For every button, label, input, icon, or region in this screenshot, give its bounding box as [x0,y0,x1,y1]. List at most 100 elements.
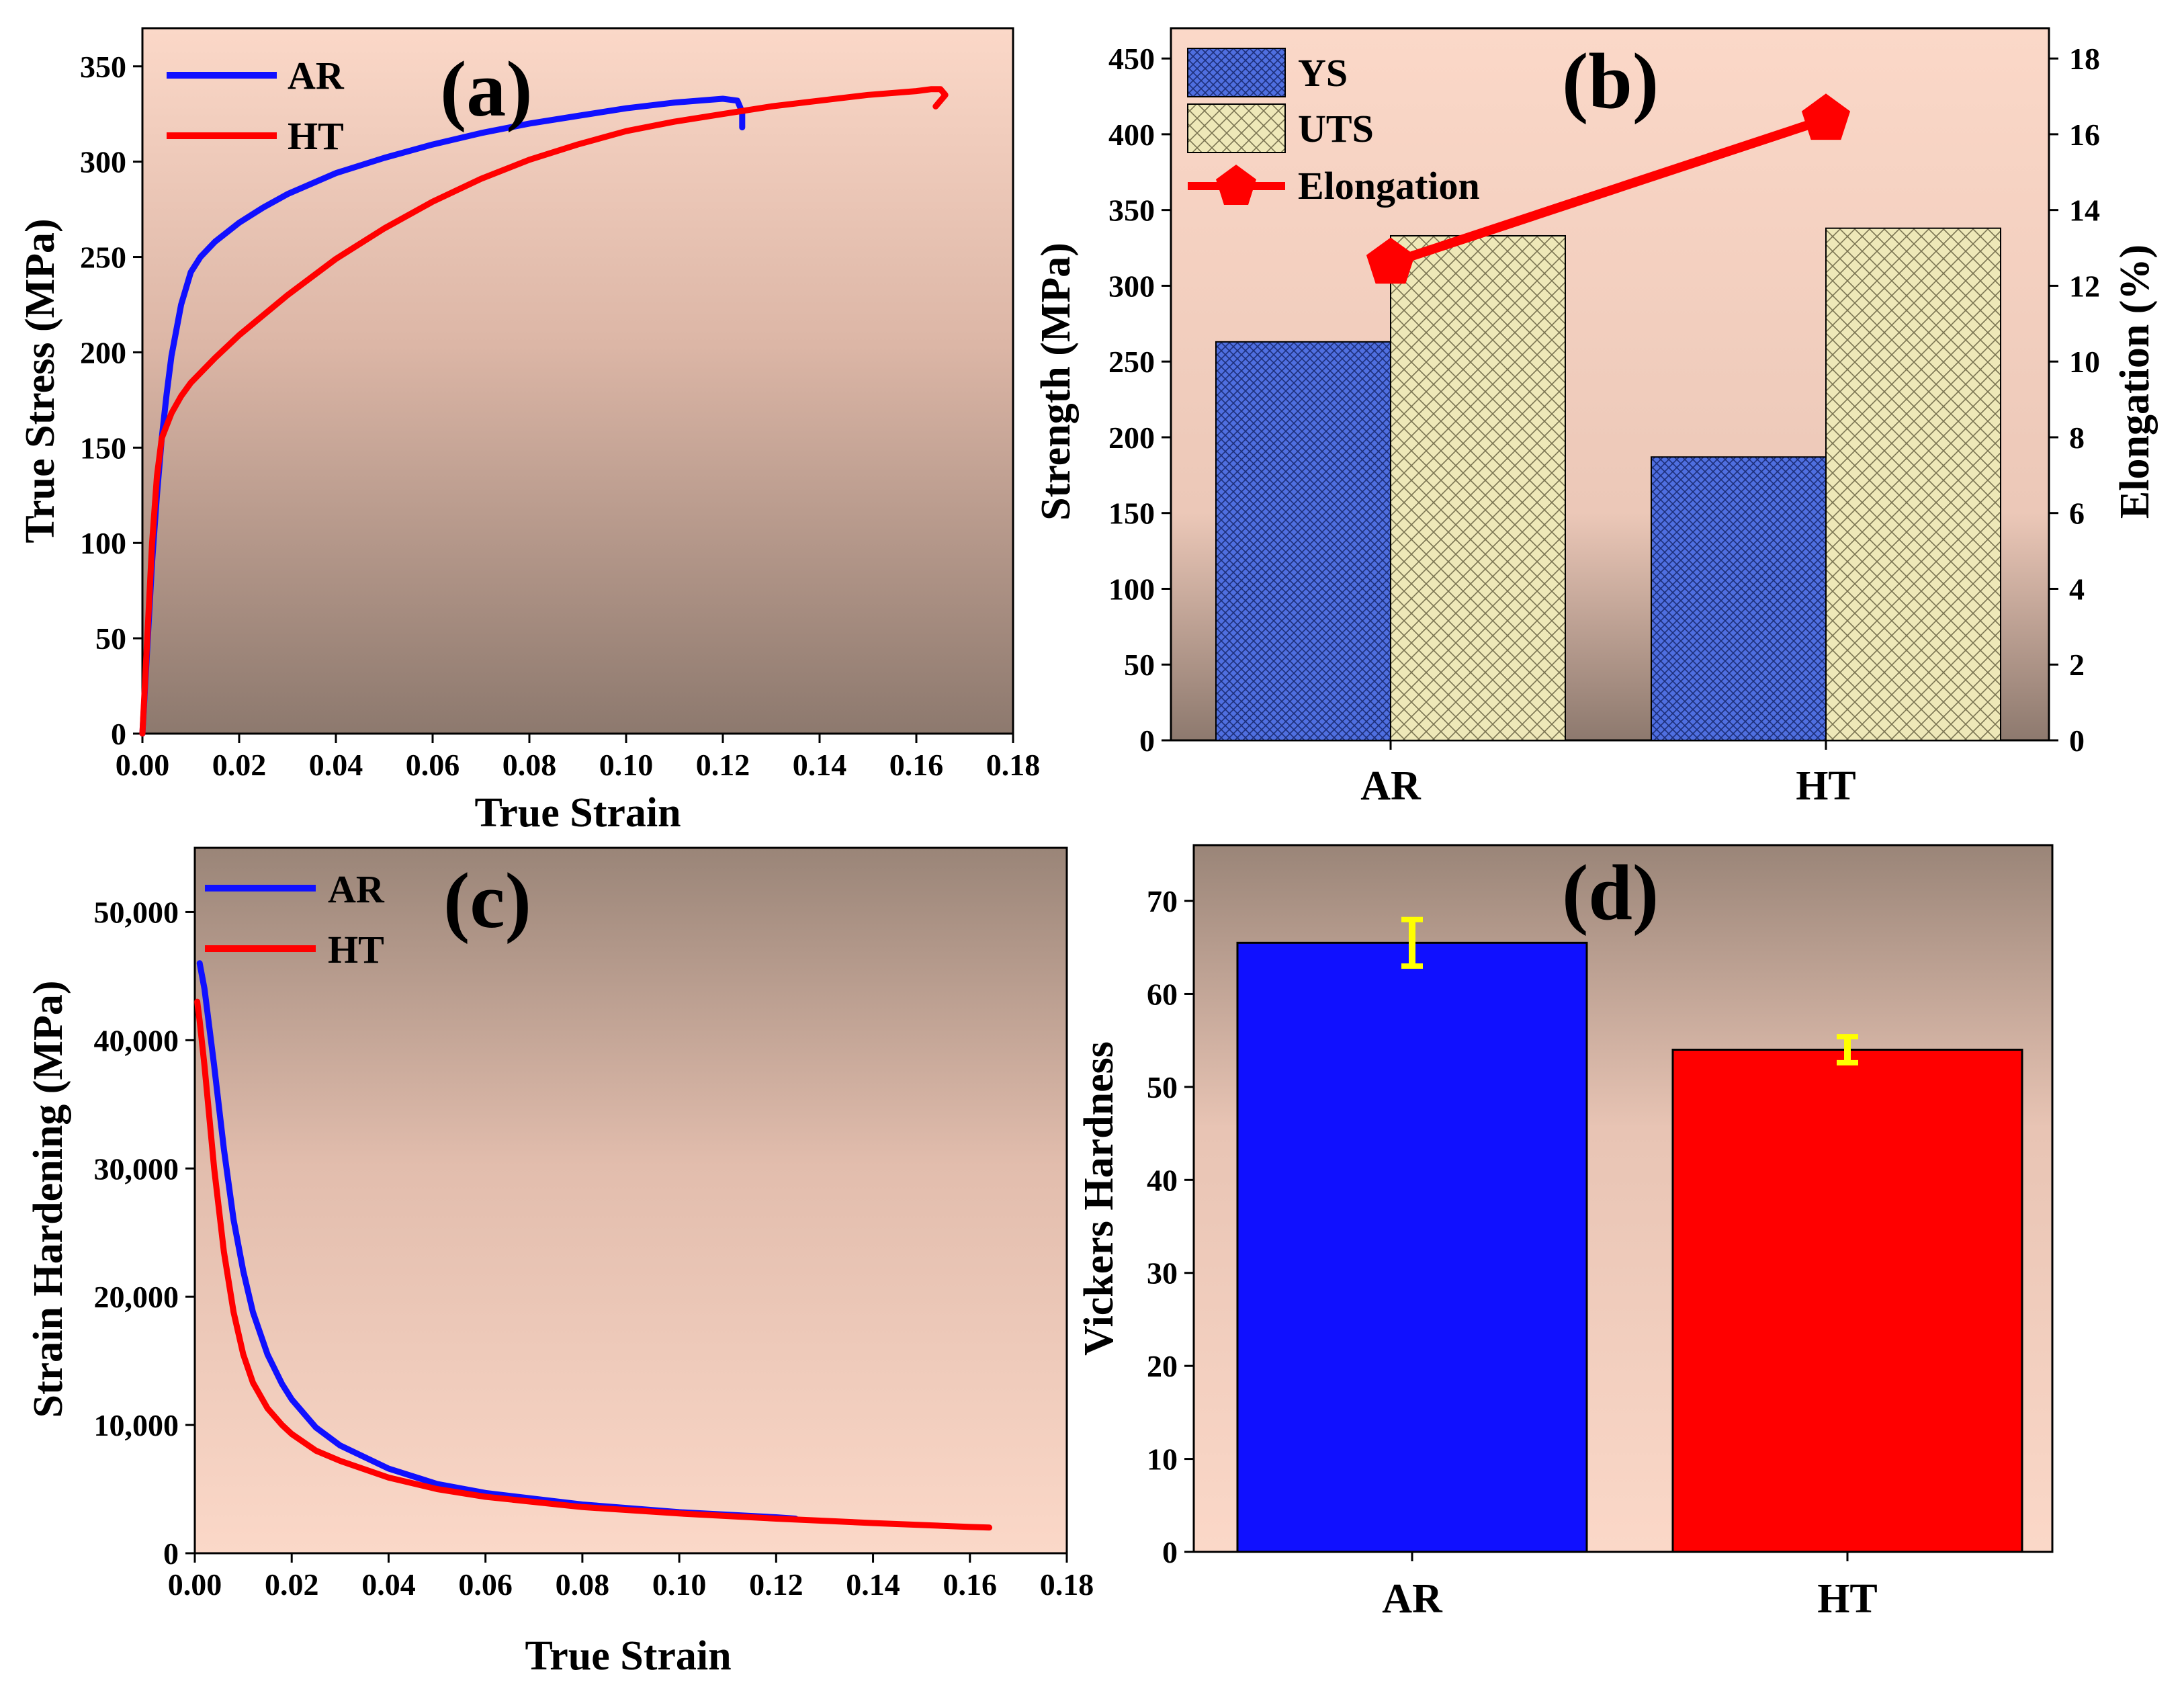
x-tick-label: 0.16 [889,748,944,782]
panel-c-label: (c) [443,857,531,945]
y-tick-label: 0 [1139,724,1155,758]
panel-a-axes: 0.00 0.02 0.04 0.06 0.08 0.10 0.12 0.14 0.16 0.18… [80,50,1040,782]
y-tick-label: 350 [80,50,126,84]
x-tick-label: 0.10 [599,748,654,782]
bar-uts-ht [1825,227,2001,741]
y-tick-label: 50 [1124,648,1155,682]
x-tick-label: 0.08 [503,748,557,782]
x-tick-label: 0.14 [793,748,847,782]
y2-tick-label: 0 [2069,724,2085,758]
y-tick-label: 30 [1147,1256,1178,1291]
x-tick-label: 0.18 [1040,1567,1094,1602]
y-tick-label: 200 [1108,421,1155,455]
panel-c-series [194,960,993,1531]
y-tick-label: 300 [80,145,126,179]
y-tick-label: 30,000 [94,1151,179,1186]
legend-label-elongation: Elongation [1298,164,1480,208]
y-tick-label: 50 [95,621,126,656]
y-tick-label: 40 [1147,1163,1178,1197]
y-tick-label: 10 [1147,1442,1178,1477]
elongation-marker-ht [1801,93,1851,140]
x-category-label: HT [1817,1576,1878,1622]
y-tick-label: 50 [1147,1070,1178,1104]
elongation-line [1389,114,1828,268]
y2-tick-label: 16 [2069,118,2100,152]
legend-label-ht: HT [328,928,384,971]
panel-c-legend: AR HT [205,867,385,971]
x-tick-label: 0.00 [116,748,170,782]
legend-label-ht: HT [288,114,344,158]
y-tick-label: 70 [1147,884,1178,918]
bar-uts-ar [1390,234,1566,742]
panel-a-series [139,86,949,737]
panel-d-label: (d) [1562,849,1659,937]
panel-b-label: (b) [1562,37,1659,125]
x-tick-label: 0.02 [212,748,267,782]
legend-marker-elongation [1216,165,1256,205]
y-tick-label: 20 [1147,1349,1178,1383]
x-tick-label: 0.00 [168,1567,222,1602]
legend-label-uts: UTS [1298,107,1374,150]
panel-d-bars [1236,916,2023,1553]
panel-d: 0 10 20 30 40 50 60 70 AR HT (d) Vickers Hardness [1076,844,2054,1622]
panel-a-xlabel: True Strain [474,790,681,836]
x-tick-label: 0.04 [309,748,363,782]
y-tick-label: 10,000 [94,1408,179,1442]
panel-c-plot-area [193,846,1068,1555]
legend-swatch-uts [1187,103,1286,153]
panel-c: 0.00 0.02 0.04 0.06 0.08 0.10 0.12 0.14 0.16 0.18… [26,846,1094,1679]
x-tick-label: 0.08 [556,1567,610,1602]
panel-a: 0.00 0.02 0.04 0.06 0.08 0.10 0.12 0.14 0.16 0.18… [17,27,1040,836]
x-tick-label: 0.04 [361,1567,416,1602]
y2-tick-label: 14 [2069,193,2100,228]
x-tick-label: 0.14 [846,1567,900,1602]
y-tick-label: 400 [1108,118,1155,152]
panel-a-legend: AR HT [167,54,345,158]
panel-b: 0 50 100 150 200 250 300 350 400 450 0 2 4 6 8 10 12 14 16… [1033,27,2158,809]
x-category-label: AR [1382,1576,1443,1622]
panel-b-elongation-series [1366,93,1851,284]
x-tick-label: 0.12 [696,748,750,782]
series-line-ht [194,998,993,1531]
y-tick-label: 0 [111,717,126,751]
y-tick-label: 0 [163,1536,179,1571]
elongation-marker-ar [1366,237,1415,284]
legend-label-ar: AR [288,54,345,97]
y-tick-label: 450 [1108,42,1155,76]
y-tick-label: 300 [1108,269,1155,303]
x-tick-label: 0.02 [265,1567,319,1602]
series-line-ht [139,86,949,737]
panel-b-legend: YS UTS Elongation [1187,48,1480,208]
panel-d-axes: 0 10 20 30 40 50 60 70 AR HT [1147,884,1878,1622]
x-tick-label: 0.06 [458,1567,513,1602]
panel-b-ylabel: Strength (MPa) [1033,243,1079,521]
x-category-label: HT [1796,763,1856,809]
panel-c-xlabel: True Strain [525,1633,731,1679]
y2-tick-label: 6 [2069,496,2085,531]
panel-c-ylabel: Strain Hardening (MPa) [26,981,71,1418]
y-tick-label: 150 [1108,496,1155,531]
y2-tick-label: 8 [2069,421,2085,455]
panel-b-bars [1215,227,2001,742]
x-tick-label: 0.18 [986,748,1041,782]
y-tick-label: 250 [80,241,126,275]
bar-ys-ht [1651,456,1827,741]
legend-label-ar: AR [328,867,385,911]
x-tick-label: 0.12 [749,1567,803,1602]
y2-tick-label: 10 [2069,345,2100,379]
y-tick-label: 100 [80,526,126,560]
y2-tick-label: 18 [2069,42,2100,76]
x-tick-label: 0.10 [652,1567,707,1602]
panel-d-ylabel: Vickers Hardness [1076,1041,1122,1356]
error-bar-ht [1837,1034,1858,1065]
x-tick-label: 0.16 [943,1567,998,1602]
x-category-label: AR [1360,763,1422,809]
y-tick-label: 350 [1108,193,1155,228]
y2-tick-label: 2 [2069,648,2085,682]
error-bar-ar [1401,916,1423,969]
y-tick-label: 0 [1162,1535,1178,1569]
y2-tick-label: 12 [2069,269,2100,303]
legend-label-ys: YS [1298,51,1348,95]
y-tick-label: 50,000 [94,895,179,929]
y-tick-label: 40,000 [94,1023,179,1057]
